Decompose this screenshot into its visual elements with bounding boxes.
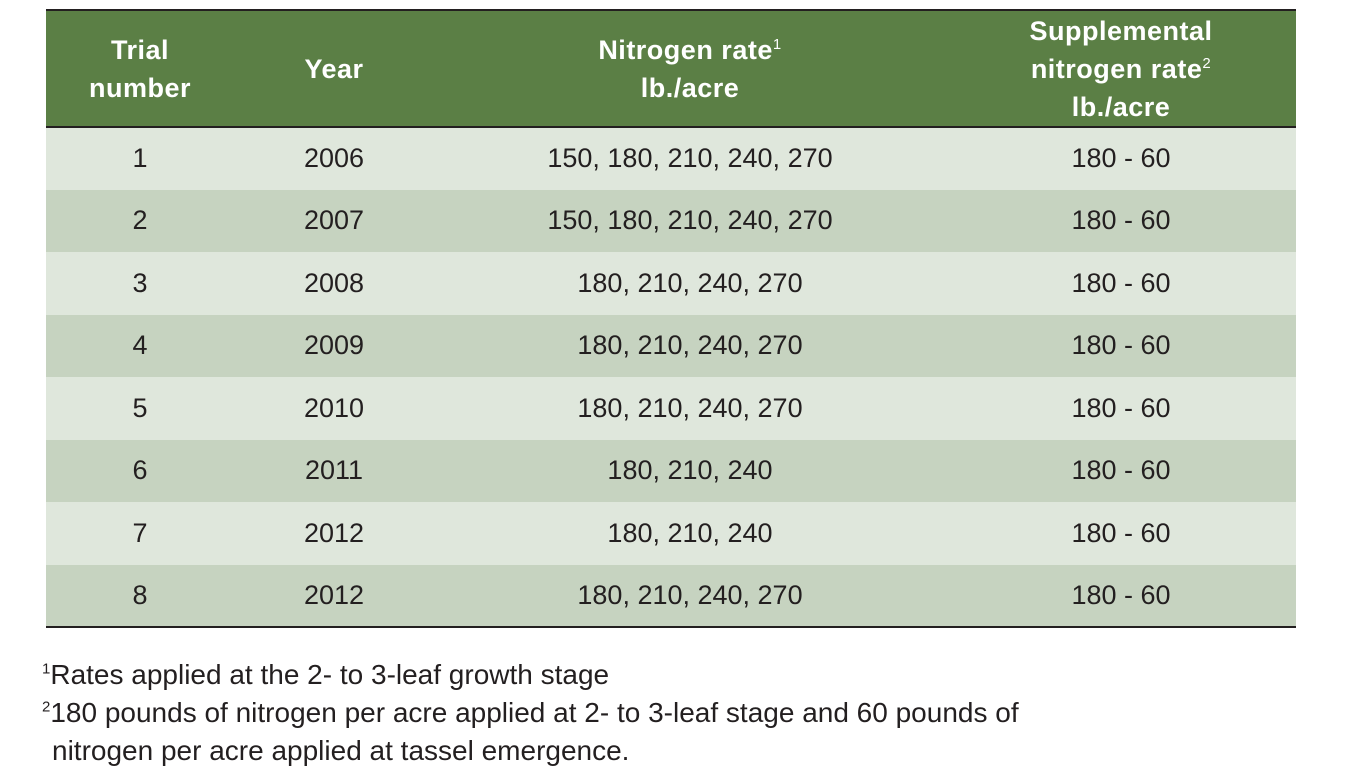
table-row: 6 2011 180, 210, 240 180 - 60 (46, 439, 1296, 502)
cell-nitrogen-rate: 180, 210, 240, 270 (577, 392, 803, 423)
cell-nitrogen-rate: 180, 210, 240, 270 (577, 579, 803, 610)
footnote-2-line-1: 180 pounds of nitrogen per acre applied … (50, 697, 1019, 728)
cell-nitrogen-rate: 180, 210, 240, 270 (577, 330, 803, 361)
cell-nitrogen-rate: 180, 210, 240, 270 (577, 267, 803, 298)
header-trial-number: Trial number (88, 34, 191, 103)
footnote-marker-2: 2 (1202, 54, 1212, 72)
cell-supplemental-rate: 180 - 60 (1071, 267, 1171, 298)
cell-year: 2006 (303, 143, 365, 174)
cell-trial: 3 (132, 267, 148, 298)
nitrogen-trials-table: Trial number Year Nitrogen rate1 lb./acr… (46, 9, 1296, 628)
nitrogen-trials-table-container: Trial number Year Nitrogen rate1 lb./acr… (46, 9, 1296, 628)
table-header: Trial number Year Nitrogen rate1 lb./acr… (46, 10, 1296, 127)
footnotes: 1Rates applied at the 2- to 3-leaf growt… (42, 656, 1242, 770)
cell-trial: 6 (132, 455, 148, 486)
header-supplemental-nitrogen-rate: Supplemental nitrogen rate2 lb./acre (1029, 15, 1213, 122)
footnote-1-text: Rates applied at the 2- to 3-leaf growth… (50, 659, 610, 690)
cell-year: 2010 (303, 392, 365, 423)
cell-supplemental-rate: 180 - 60 (1071, 143, 1171, 174)
header-row: Trial number Year Nitrogen rate1 lb./acr… (46, 10, 1296, 127)
cell-supplemental-rate: 180 - 60 (1071, 579, 1171, 610)
cell-year: 2011 (304, 455, 364, 486)
cell-trial: 5 (132, 392, 148, 423)
cell-nitrogen-rate: 150, 180, 210, 240, 270 (547, 205, 833, 236)
footnote-marker-1: 1 (772, 35, 782, 53)
footnote-2-continuation: nitrogen per acre applied at tassel emer… (42, 732, 1242, 770)
cell-year: 2012 (303, 517, 365, 548)
cell-supplemental-rate: 180 - 60 (1071, 330, 1171, 361)
table-body: 1 2006 150, 180, 210, 240, 270 180 - 60 … (46, 127, 1296, 627)
footnote-2-marker: 2 (42, 698, 51, 716)
cell-trial: 7 (132, 517, 148, 548)
cell-trial: 4 (132, 330, 148, 361)
cell-supplemental-rate: 180 - 60 (1071, 205, 1171, 236)
cell-nitrogen-rate: 180, 210, 240 (607, 455, 773, 486)
table-row: 8 2012 180, 210, 240, 270 180 - 60 (46, 564, 1296, 627)
cell-supplemental-rate: 180 - 60 (1071, 455, 1171, 486)
table-row: 5 2010 180, 210, 240, 270 180 - 60 (46, 377, 1296, 440)
footnote-2-line-2: nitrogen per acre applied at tassel emer… (52, 735, 630, 766)
cell-year: 2007 (303, 205, 365, 236)
cell-nitrogen-rate: 150, 180, 210, 240, 270 (547, 143, 833, 174)
table-row: 4 2009 180, 210, 240, 270 180 - 60 (46, 314, 1296, 377)
cell-year: 2008 (303, 267, 365, 298)
header-year: Year (304, 53, 364, 84)
cell-year: 2009 (303, 330, 365, 361)
footnote-2: 2180 pounds of nitrogen per acre applied… (42, 694, 1242, 732)
header-nitrogen-rate: Nitrogen rate1 lb./acre (598, 34, 782, 103)
table-row: 3 2008 180, 210, 240, 270 180 - 60 (46, 252, 1296, 315)
cell-trial: 1 (132, 143, 148, 174)
cell-trial: 2 (132, 205, 148, 236)
footnote-1-marker: 1 (42, 660, 51, 678)
cell-trial: 8 (132, 579, 148, 610)
table-row: 2 2007 150, 180, 210, 240, 270 180 - 60 (46, 189, 1296, 252)
cell-nitrogen-rate: 180, 210, 240 (607, 517, 773, 548)
cell-year: 2012 (303, 579, 365, 610)
footnote-1: 1Rates applied at the 2- to 3-leaf growt… (42, 656, 1242, 694)
cell-supplemental-rate: 180 - 60 (1071, 392, 1171, 423)
table-row: 1 2006 150, 180, 210, 240, 270 180 - 60 (46, 127, 1296, 190)
cell-supplemental-rate: 180 - 60 (1071, 517, 1171, 548)
table-row: 7 2012 180, 210, 240 180 - 60 (46, 502, 1296, 565)
